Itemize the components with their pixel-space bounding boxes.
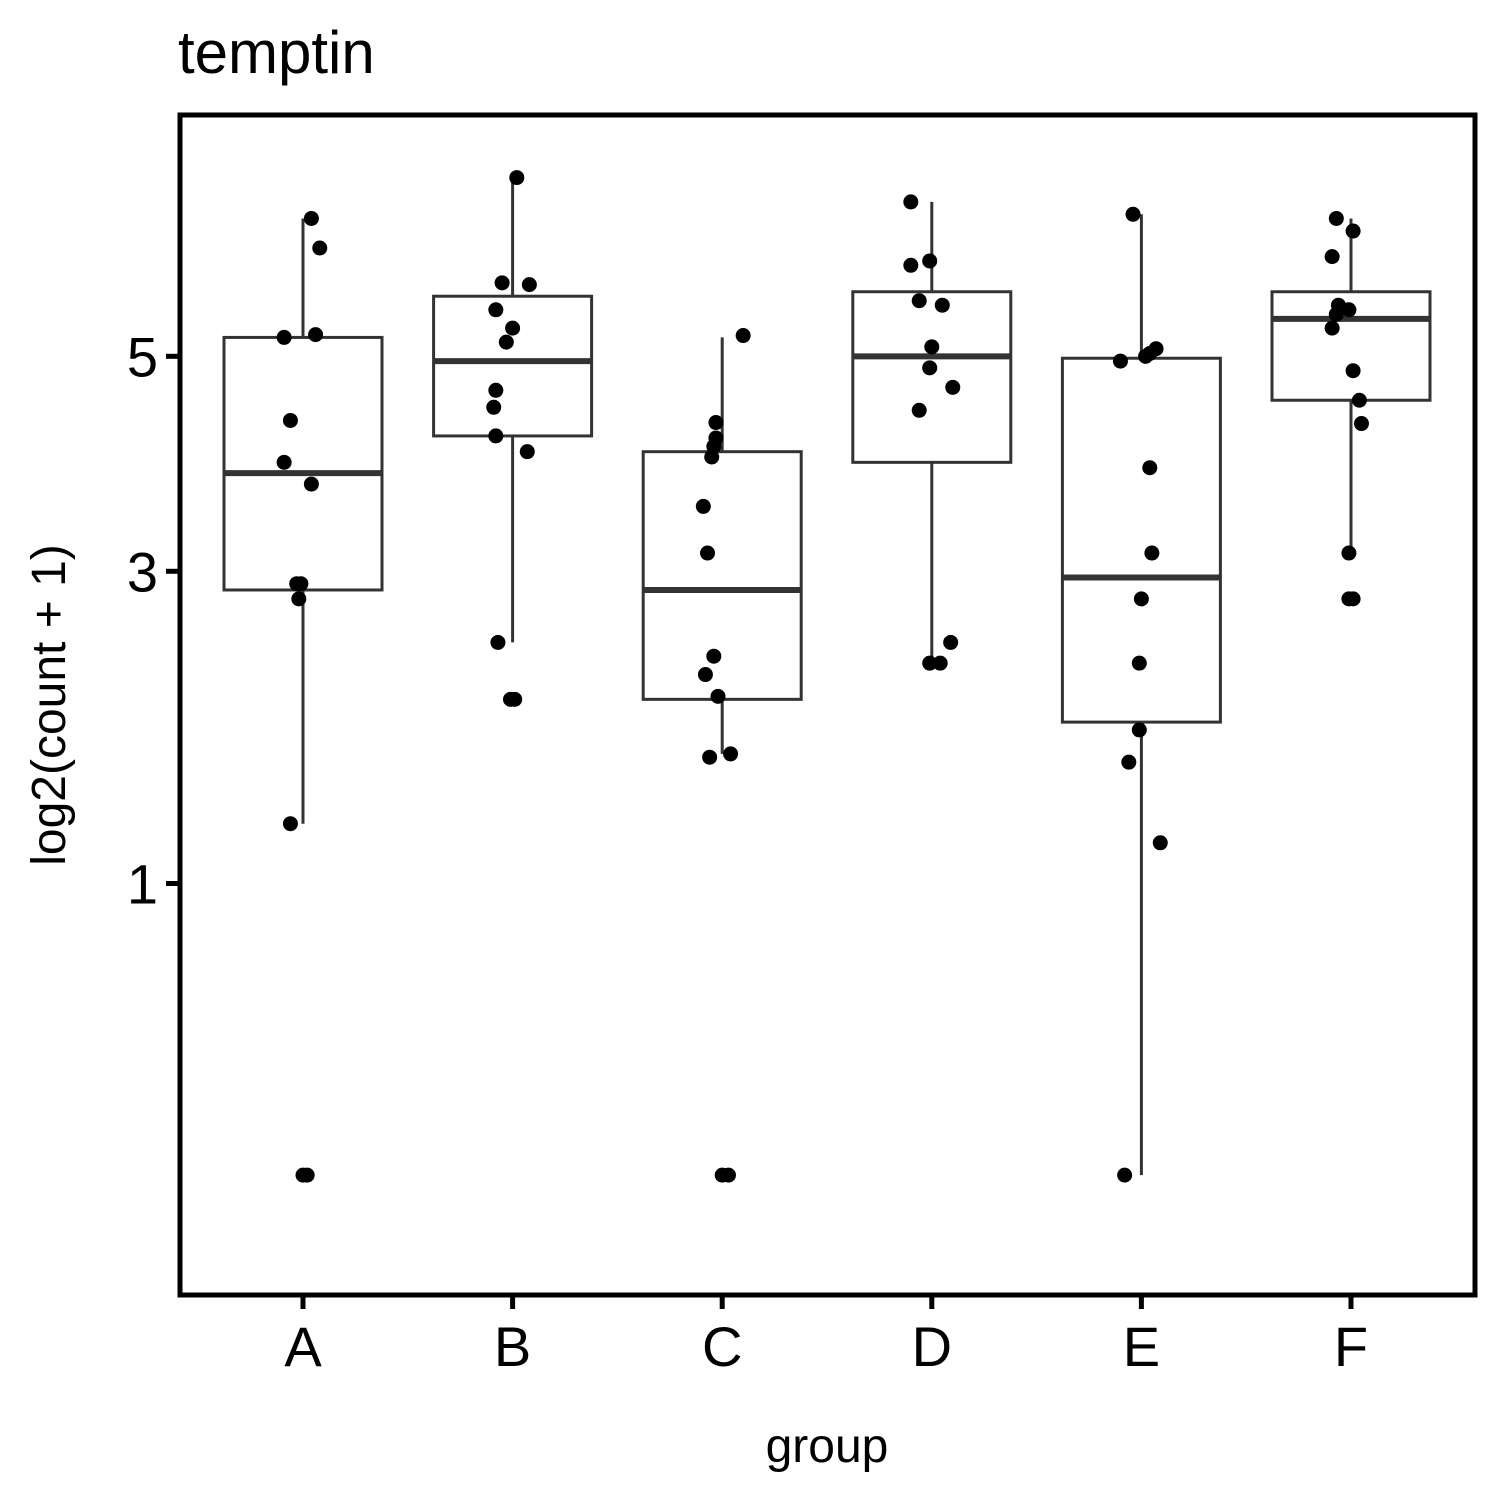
data-point [922, 655, 938, 671]
data-point [903, 194, 919, 210]
data-point [276, 454, 292, 470]
x-axis-label: group [766, 1420, 889, 1473]
box [222, 335, 384, 592]
data-point [276, 329, 292, 345]
panel-border [177, 112, 1478, 1298]
data-point [1341, 302, 1357, 318]
x-tick-label: D [912, 1315, 952, 1378]
boxplot-c [641, 337, 803, 754]
x-tick-label: C [702, 1315, 742, 1378]
data-point [488, 428, 504, 444]
data-point [1112, 353, 1128, 369]
box [432, 294, 594, 438]
data-point [521, 277, 537, 293]
data-point [932, 655, 948, 671]
data-point [708, 415, 724, 431]
y-axis-label: log2(count + 1) [23, 544, 76, 866]
data-point [1353, 416, 1369, 432]
data-point [702, 749, 718, 765]
data-point [1324, 320, 1340, 336]
data-point [922, 253, 938, 269]
data-point [1341, 545, 1357, 561]
boxplot-f [1270, 218, 1432, 554]
data-point [308, 327, 324, 343]
data-point [507, 691, 523, 707]
boxplot-d [851, 201, 1013, 664]
box [641, 450, 803, 701]
y-tick-label: 5 [127, 325, 158, 388]
data-point [509, 170, 525, 186]
data-point [1131, 655, 1147, 671]
data-point [1117, 1167, 1133, 1183]
data-point [1345, 223, 1361, 239]
data-point [1133, 591, 1149, 607]
data-point [498, 334, 514, 350]
data-point [706, 648, 722, 664]
data-point [1328, 210, 1344, 226]
data-point [924, 339, 940, 355]
x-tick-label: F [1334, 1315, 1368, 1378]
data-point [1152, 835, 1168, 851]
box [851, 290, 1013, 464]
data-point [934, 297, 950, 313]
data-point [911, 293, 927, 309]
data-point [704, 449, 720, 465]
y-tick-label: 3 [127, 540, 158, 603]
data-point [490, 634, 506, 650]
data-point [1351, 392, 1367, 408]
data-point [1142, 460, 1158, 476]
data-point [519, 444, 535, 460]
data-point [903, 257, 919, 273]
data-point [486, 399, 502, 415]
data-point [695, 498, 711, 514]
data-point [922, 360, 938, 376]
data-point [303, 476, 319, 492]
data-point [943, 634, 959, 650]
data-point [1328, 306, 1344, 322]
y-tick-label: 1 [127, 853, 158, 916]
axes: 1 3 5 A B C D E F [127, 325, 1368, 1378]
data-point [700, 545, 716, 561]
data-point [303, 210, 319, 226]
data-point [1131, 722, 1147, 738]
data-point [282, 816, 298, 832]
data-point [1142, 345, 1158, 361]
boxplot-b [432, 177, 594, 643]
data-point [291, 591, 307, 607]
chart-title: temptin [178, 19, 375, 86]
data-point [1345, 591, 1361, 607]
x-tick-label: A [284, 1315, 322, 1378]
data-point [710, 688, 726, 704]
data-point [494, 275, 510, 291]
plot-area [222, 170, 1432, 1183]
data-point [1144, 545, 1160, 561]
data-point [735, 328, 751, 344]
data-point [293, 576, 309, 592]
data-point [911, 402, 927, 418]
data-point [299, 1167, 315, 1183]
boxplot-a [222, 218, 384, 824]
data-point [723, 746, 739, 762]
data-point [945, 379, 961, 395]
data-point [488, 302, 504, 318]
data-point [1324, 249, 1340, 265]
data-point [1345, 363, 1361, 379]
data-point [505, 320, 521, 336]
data-point [1121, 754, 1137, 770]
data-point [1125, 206, 1141, 222]
data-points [276, 170, 1369, 1183]
x-tick-label: B [494, 1315, 531, 1378]
data-point [720, 1167, 736, 1183]
data-point [697, 667, 713, 683]
data-point [488, 382, 504, 398]
data-point [312, 240, 328, 256]
x-tick-label: E [1123, 1315, 1160, 1378]
data-point [282, 412, 298, 428]
